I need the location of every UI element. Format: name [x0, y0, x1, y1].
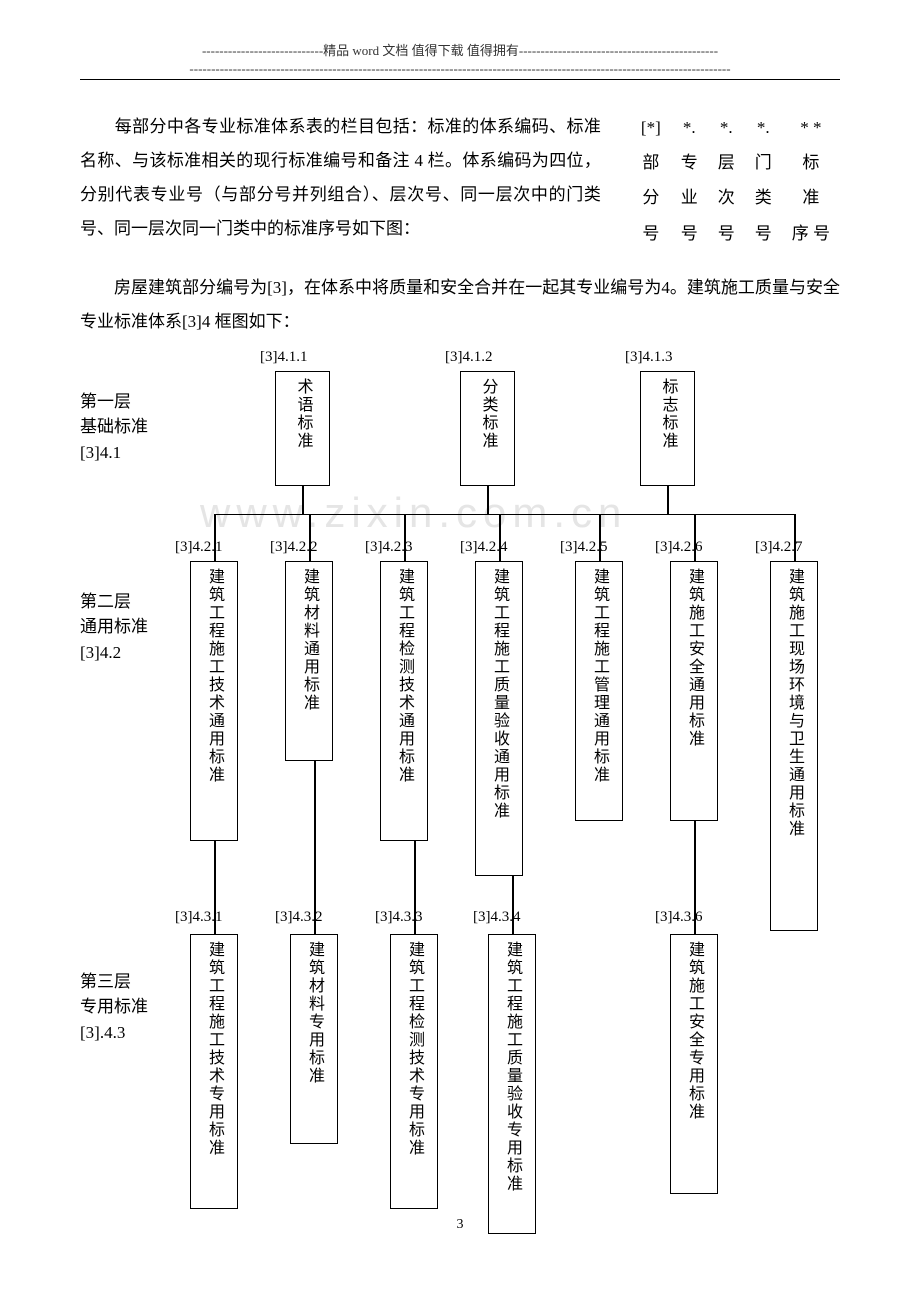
- cell: [*]: [631, 110, 671, 145]
- table-row: 部 专 层 门 标: [631, 145, 840, 180]
- connector-bus: [214, 514, 794, 516]
- code-label: [3]4.1.1: [260, 349, 308, 366]
- level-2-subtitle: 通用标准: [80, 617, 148, 636]
- cell: * *: [782, 110, 840, 145]
- box-r2-3: 建筑工程检测技术通用标准: [380, 561, 428, 841]
- table-row: [*] *. *. *. * *: [631, 110, 840, 145]
- cell: 门: [745, 145, 782, 180]
- box-r2-4: 建筑工程施工质量验收通用标准: [475, 561, 523, 876]
- box-text: 建筑工程施工质量验收专用标准: [504, 941, 520, 1193]
- level-1-code: [3]4.1: [80, 443, 121, 462]
- code-label: [3]4.2.6: [655, 539, 703, 556]
- level-1-label: 第一层 基础标准 [3]4.1: [80, 389, 148, 466]
- cell: 专: [671, 145, 708, 180]
- cell: 标: [782, 145, 840, 180]
- page-number: 3: [80, 1217, 840, 1233]
- code-label: [3]4.1.3: [625, 349, 673, 366]
- box-r2-2: 建筑材料通用标准: [285, 561, 333, 761]
- coding-table: [*] *. *. *. * * 部 专 层 门 标 分 业 次 类 准 号: [631, 110, 840, 251]
- paragraph-1: 每部分中各专业标准体系表的栏目包括：标准的体系编码、标准名称、与该标准相关的现行…: [80, 110, 601, 246]
- box-r3-1: 建筑工程施工技术专用标准: [190, 934, 238, 1209]
- level-3-code: [3].4.3: [80, 1023, 125, 1042]
- code-label: [3]4.2.5: [560, 539, 608, 556]
- cell: 号: [745, 216, 782, 251]
- box-term-standard: 术语标准: [275, 371, 330, 486]
- box-text: 建筑施工安全专用标准: [686, 941, 702, 1121]
- box-r3-4: 建筑工程施工质量验收专用标准: [488, 934, 536, 1234]
- header-line-1: ----------------------------精品 word 文档 值…: [80, 40, 840, 59]
- box-text: 建筑工程检测技术专用标准: [406, 941, 422, 1157]
- cell: *.: [745, 110, 782, 145]
- connector: [667, 486, 669, 514]
- cell: *.: [708, 110, 745, 145]
- cell: 号: [631, 216, 671, 251]
- box-text: 建筑工程检测技术通用标准: [396, 568, 412, 784]
- cell: 号: [708, 216, 745, 251]
- box-r2-1: 建筑工程施工技术通用标准: [190, 561, 238, 841]
- box-r3-2: 建筑材料专用标准: [290, 934, 338, 1144]
- box-text: 分类标准: [480, 378, 496, 450]
- code-label: [3]4.2.2: [270, 539, 318, 556]
- header-line-2: ----------------------------------------…: [80, 61, 840, 77]
- cell: 层: [708, 145, 745, 180]
- paragraph-1-text: 每部分中各专业标准体系表的栏目包括：标准的体系编码、标准名称、与该标准相关的现行…: [80, 117, 601, 238]
- paragraph-row: 每部分中各专业标准体系表的栏目包括：标准的体系编码、标准名称、与该标准相关的现行…: [80, 110, 840, 251]
- cell: 次: [708, 180, 745, 215]
- box-r2-7: 建筑施工现场环境与卫生通用标准: [770, 561, 818, 931]
- code-label: [3]4.2.3: [365, 539, 413, 556]
- code-label: [3]4.3.2: [275, 909, 323, 926]
- level-1-title: 第一层: [80, 392, 131, 411]
- box-text: 建筑工程施工质量验收通用标准: [491, 568, 507, 820]
- box-text: 建筑材料专用标准: [306, 941, 322, 1085]
- code-label: [3]4.3.6: [655, 909, 703, 926]
- level-3-label: 第三层 专用标准 [3].4.3: [80, 969, 148, 1046]
- level-2-title: 第二层: [80, 592, 131, 611]
- table-row: 分 业 次 类 准: [631, 180, 840, 215]
- document-page: ----------------------------精品 word 文档 值…: [0, 0, 920, 1263]
- code-label: [3]4.3.3: [375, 909, 423, 926]
- box-class-standard: 分类标准: [460, 371, 515, 486]
- cell: 部: [631, 145, 671, 180]
- cell: 号: [671, 216, 708, 251]
- table-row: 号 号 号 号 序 号: [631, 216, 840, 251]
- code-label: [3]4.1.2: [445, 349, 493, 366]
- cell: 分: [631, 180, 671, 215]
- box-mark-standard: 标志标准: [640, 371, 695, 486]
- connector: [487, 486, 489, 514]
- code-label: [3]4.2.7: [755, 539, 803, 556]
- box-text: 建筑材料通用标准: [301, 568, 317, 712]
- level-3-subtitle: 专用标准: [80, 997, 148, 1016]
- box-r3-3: 建筑工程检测技术专用标准: [390, 934, 438, 1209]
- watermark: www.zixin.com.cn: [200, 489, 627, 537]
- box-text: 建筑施工现场环境与卫生通用标准: [786, 568, 802, 838]
- code-label: [3]4.2.1: [175, 539, 223, 556]
- box-r2-5: 建筑工程施工管理通用标准: [575, 561, 623, 821]
- box-text: 标志标准: [660, 378, 676, 450]
- hierarchy-diagram: www.zixin.com.cn 第一层 基础标准 [3]4.1 [3]4.1.…: [80, 349, 840, 1209]
- cell: *.: [671, 110, 708, 145]
- box-text: 建筑工程施工管理通用标准: [591, 568, 607, 784]
- cell: 序 号: [782, 216, 840, 251]
- cell: 业: [671, 180, 708, 215]
- box-r2-6: 建筑施工安全通用标准: [670, 561, 718, 821]
- connector: [302, 486, 304, 514]
- box-r3-5: 建筑施工安全专用标准: [670, 934, 718, 1194]
- level-1-subtitle: 基础标准: [80, 417, 148, 436]
- level-2-code: [3]4.2: [80, 643, 121, 662]
- code-label: [3]4.3.4: [473, 909, 521, 926]
- cell: 准: [782, 180, 840, 215]
- code-label: [3]4.3.1: [175, 909, 223, 926]
- cell: 类: [745, 180, 782, 215]
- code-label: [3]4.2.4: [460, 539, 508, 556]
- box-text: 建筑施工安全通用标准: [686, 568, 702, 748]
- box-text: 术语标准: [295, 378, 311, 450]
- box-text: 建筑工程施工技术专用标准: [206, 941, 222, 1157]
- level-3-title: 第三层: [80, 972, 131, 991]
- level-2-label: 第二层 通用标准 [3]4.2: [80, 589, 148, 666]
- header-rule: [80, 79, 840, 80]
- box-text: 建筑工程施工技术通用标准: [206, 568, 222, 784]
- paragraph-2: 房屋建筑部分编号为[3]，在体系中将质量和安全合并在一起其专业编号为4。建筑施工…: [80, 271, 840, 339]
